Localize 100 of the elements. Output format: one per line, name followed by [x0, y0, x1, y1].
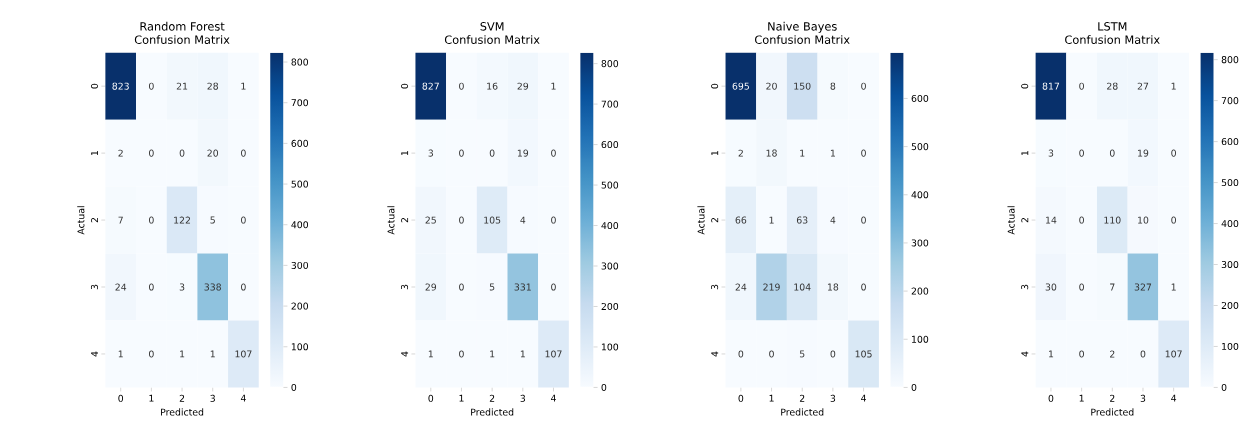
y-tick-label: 4: [1021, 351, 1029, 357]
data-label: 0: [459, 216, 464, 224]
color-bar-label: 400: [911, 191, 929, 199]
color-bar-label: 0: [911, 383, 917, 391]
data-label: 0: [241, 149, 246, 157]
color-bar-label: 800: [601, 60, 619, 68]
x-tick-label: 3: [830, 394, 836, 402]
data-label: 0: [769, 350, 774, 358]
data-label: 0: [551, 216, 556, 224]
y-tick-label: 0: [401, 83, 409, 89]
y-tick-label: 3: [401, 284, 409, 290]
color-bar-label: 500: [1221, 178, 1239, 187]
data-label: 21: [176, 82, 188, 90]
data-label: 7: [1110, 283, 1115, 291]
color-bar-label: 300: [1221, 260, 1239, 268]
data-label: 4: [830, 216, 836, 224]
data-label: 19: [517, 149, 529, 157]
color-bar-label: 700: [1221, 97, 1239, 105]
y-tick-label: 1: [91, 150, 98, 156]
data-label: 1: [118, 350, 123, 358]
y-tick-label: 0: [1021, 83, 1029, 89]
data-label: 1: [428, 350, 433, 358]
data-label: 2: [1110, 350, 1115, 358]
data-label: 110: [1104, 216, 1121, 224]
data-label: 24: [735, 283, 747, 291]
data-label: 823: [112, 82, 129, 90]
x-tick-label: 2: [799, 394, 805, 402]
x-tick-label: 4: [1171, 394, 1177, 402]
data-label: 27: [1137, 82, 1149, 90]
color-bar-label: 500: [601, 181, 619, 189]
data-label: 1: [490, 350, 495, 358]
data-label: 20: [766, 82, 777, 90]
data-label: 0: [830, 350, 836, 358]
x-tick-label: 1: [459, 394, 464, 402]
color-bar-label: 400: [291, 221, 309, 229]
data-label: 0: [241, 283, 246, 291]
color-bar-label: 300: [601, 262, 619, 270]
x-tick-label: 1: [769, 394, 774, 402]
data-label: 150: [794, 82, 811, 90]
data-label: 7: [118, 216, 123, 224]
data-label: 0: [149, 82, 154, 90]
data-label: 10: [1138, 216, 1149, 224]
data-label: 0: [1140, 350, 1146, 358]
color-bar-label: 600: [291, 139, 309, 147]
data-label: 105: [855, 350, 872, 358]
color-bar-label: 200: [601, 302, 619, 310]
data-label: 4: [520, 216, 526, 224]
x-tick-label: 1: [1079, 394, 1084, 402]
data-label: 0: [861, 216, 866, 224]
x-axis-title: Predicted: [471, 408, 514, 416]
data-label: 8: [830, 82, 836, 90]
y-tick-label: 2: [91, 217, 98, 223]
data-label: 24: [115, 283, 127, 291]
x-axis-title: Predicted: [781, 408, 824, 416]
y-tick-label: 0: [90, 83, 98, 89]
data-label: 3: [179, 283, 185, 291]
data-label: 30: [1045, 283, 1057, 291]
color-bar-label: 200: [1221, 301, 1239, 309]
data-label: 0: [861, 283, 866, 291]
x-tick-label: 2: [179, 394, 185, 402]
x-tick-label: 0: [118, 394, 124, 402]
y-tick-label: 2: [1021, 217, 1029, 223]
data-label: 3: [1048, 149, 1054, 157]
data-label: 0: [149, 350, 154, 358]
color-bar-label: 300: [911, 239, 929, 247]
data-label: 19: [1138, 149, 1149, 157]
y-tick-label: 1: [711, 150, 719, 156]
y-tick-label: 3: [711, 284, 719, 290]
data-label: 28: [1107, 82, 1118, 90]
data-label: 0: [1171, 149, 1176, 157]
data-label: 1: [830, 149, 836, 157]
data-label: 18: [766, 149, 777, 157]
data-label: 0: [489, 149, 495, 157]
y-axis-title: Actual: [1007, 206, 1015, 235]
y-tick-label: 3: [90, 284, 98, 290]
color-bar-label: 200: [911, 287, 929, 295]
x-tick-label: 0: [1048, 394, 1054, 402]
x-axis-title: Predicted: [1091, 408, 1134, 416]
color-bar-label: 0: [601, 383, 607, 391]
x-tick-label: 3: [210, 394, 215, 402]
chart-subtitle: Confusion Matrix: [1065, 35, 1160, 44]
data-label: 1: [800, 149, 805, 157]
data-label: 0: [1109, 149, 1115, 157]
data-label: 338: [204, 283, 221, 291]
y-axis-title: Actual: [77, 206, 85, 235]
x-axis-title: Predicted: [161, 408, 204, 416]
data-label: 1: [1049, 350, 1054, 358]
y-tick-label: 4: [711, 351, 719, 357]
chart-subtitle: Confusion Matrix: [134, 35, 230, 44]
color-bar-label: 100: [601, 343, 619, 351]
color-bar-label: 300: [291, 261, 309, 269]
color-bar-label: 0: [291, 383, 297, 391]
data-label: 0: [551, 149, 556, 157]
data-label: 0: [738, 350, 744, 358]
data-label: 817: [1042, 82, 1060, 90]
data-label: 0: [861, 149, 866, 157]
data-label: 0: [179, 149, 185, 157]
color-bar-label: 100: [291, 343, 309, 351]
data-label: 1: [241, 82, 246, 90]
data-label: 25: [425, 216, 436, 224]
